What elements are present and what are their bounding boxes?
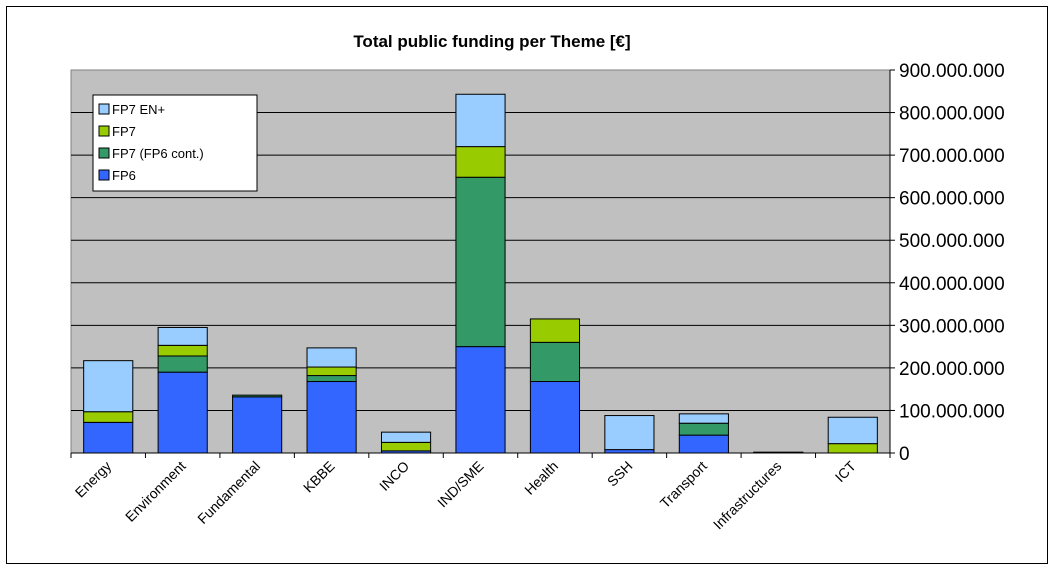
axes — [70, 69, 895, 458]
bar-segment — [157, 355, 208, 373]
legend-label: FP7 (FP6 cont.) — [112, 146, 204, 161]
y-tick-label: 400.000.000 — [899, 274, 1005, 295]
y-tick-label: 200.000.000 — [899, 359, 1005, 380]
bar-segment — [455, 346, 506, 454]
bar-segment — [529, 381, 581, 454]
bar-segment — [827, 443, 878, 454]
x-tick-label: Environment — [122, 458, 189, 525]
bar-segment — [306, 347, 357, 368]
x-tick-label: Health — [521, 458, 561, 498]
x-tick-label: ICT — [832, 457, 860, 485]
bar-segment — [157, 344, 208, 357]
y-tick-labels: 0 100.000.000 200.000.000 300.000.000 400.00… — [899, 61, 1005, 465]
x-tick-label: Energy — [72, 458, 115, 501]
legend-label: FP6 — [112, 168, 136, 183]
legend-swatch — [98, 125, 110, 137]
x-tick-label: INCO — [376, 458, 412, 494]
bar-segment — [380, 431, 432, 443]
x-tick-label: SSH — [604, 458, 636, 490]
bar-segment — [157, 326, 208, 346]
y-tick-label: 600.000.000 — [899, 189, 1005, 210]
bar-segment — [678, 413, 729, 424]
legend-swatch — [98, 103, 110, 115]
bar-segment — [678, 422, 729, 436]
bar-segment — [157, 371, 208, 454]
bar-segment — [232, 394, 283, 398]
bar-segment — [529, 341, 581, 383]
bar-segment — [232, 396, 283, 454]
bar-segment — [455, 176, 506, 348]
y-tick-label: 700.000.000 — [899, 146, 1005, 167]
y-tick-label: 300.000.000 — [899, 316, 1005, 337]
legend-box — [92, 94, 258, 192]
bar-segment — [827, 416, 878, 445]
y-tick-label: 0 — [899, 444, 910, 465]
y-tick-label: 500.000.000 — [899, 231, 1005, 252]
bar-segment — [604, 449, 655, 454]
x-tick-label: Transport — [657, 458, 710, 511]
x-tick-label: Infrastructures — [710, 458, 785, 533]
bar-segment — [380, 441, 432, 452]
x-tick-label: Fundamental — [194, 458, 263, 527]
bar-segment — [306, 375, 357, 383]
chart-frame: Total public funding per Theme [€] 0 100.… — [6, 6, 1048, 564]
legend-label: FP7 — [112, 124, 136, 139]
bars — [83, 93, 878, 454]
legend-swatch — [98, 147, 110, 159]
bar-segment — [83, 421, 134, 454]
chart-svg: Total public funding per Theme [€] 0 100.… — [70, 32, 1005, 532]
y-tick-label: 100.000.000 — [899, 401, 1005, 422]
legend-swatch — [98, 169, 110, 181]
bar-segment — [455, 146, 506, 178]
legend-label: FP7 EN+ — [112, 102, 165, 117]
bar-segment — [306, 366, 357, 377]
bar-segment — [455, 93, 506, 148]
bar-segment — [604, 415, 655, 451]
bar-segment — [83, 360, 134, 413]
bar-segment — [306, 381, 357, 454]
y-tick-label: 900.000.000 — [899, 61, 1005, 82]
x-tick-label: KBBE — [300, 458, 338, 496]
chart-title: Total public funding per Theme [€] — [353, 32, 630, 51]
y-tick-label: 800.000.000 — [899, 104, 1005, 125]
bar-segment — [83, 411, 134, 423]
bar-segment — [678, 434, 729, 454]
legend: FP7 EN+ FP7 FP7 (FP6 cont.) FP6 — [92, 94, 258, 192]
x-tick-label: IND/SME — [434, 458, 487, 511]
x-tick-labels: Energy Environment Fundamental KBBE INCO IND/… — [72, 457, 860, 532]
bar-segment — [529, 318, 581, 343]
